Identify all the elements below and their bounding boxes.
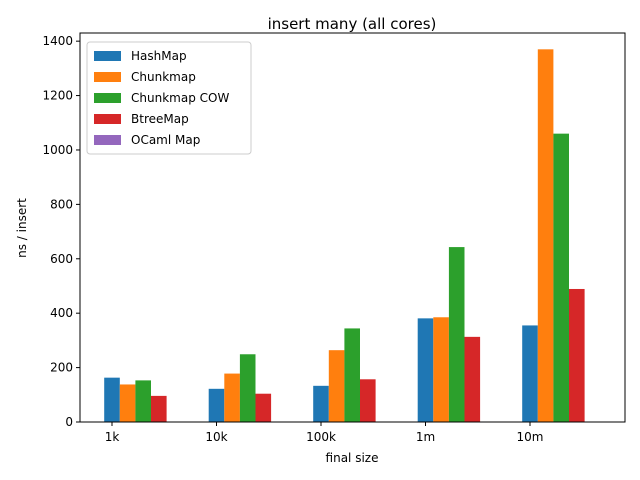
bar xyxy=(344,328,360,422)
legend-swatch xyxy=(94,114,121,124)
legend-label: BtreeMap xyxy=(131,112,189,126)
bars-group xyxy=(104,49,585,423)
legend-frame xyxy=(86,41,252,155)
bar xyxy=(537,49,554,422)
y-tick-label: 1000 xyxy=(42,143,73,157)
bar xyxy=(464,336,481,422)
x-tick-label: 10m xyxy=(517,430,544,444)
y-axis: 0 200 400 600 800 1000 1200 1400 xyxy=(42,34,80,429)
y-tick-label: 600 xyxy=(50,252,73,266)
legend-label: Chunkmap xyxy=(131,70,196,84)
bar xyxy=(119,384,136,422)
legend-label: OCaml Map xyxy=(131,133,200,147)
legend-swatch xyxy=(94,72,121,82)
bar xyxy=(433,317,449,422)
bar xyxy=(448,247,465,422)
y-axis-label: ns / insert xyxy=(15,198,29,258)
bar xyxy=(239,354,256,422)
bar xyxy=(255,393,272,422)
legend-swatch xyxy=(94,135,121,145)
y-tick-label: 1400 xyxy=(42,34,73,48)
x-tick-label: 1k xyxy=(105,430,120,444)
chart-title: insert many (all cores) xyxy=(268,15,437,33)
bar xyxy=(208,388,225,422)
bar xyxy=(313,385,329,422)
y-tick-label: 400 xyxy=(50,306,73,320)
bar xyxy=(522,325,538,422)
plot-frame xyxy=(79,32,626,423)
bar xyxy=(360,379,376,422)
y-tick-label: 200 xyxy=(50,361,73,375)
bar xyxy=(569,288,585,422)
legend-label: HashMap xyxy=(131,49,187,63)
x-tick-label: 10k xyxy=(205,430,227,444)
x-axis-label: final size xyxy=(326,451,379,465)
bar xyxy=(417,318,434,422)
legend-label: Chunkmap COW xyxy=(131,91,229,105)
legend-swatch xyxy=(94,51,121,61)
y-tick-label: 800 xyxy=(50,197,73,211)
bar xyxy=(224,373,240,422)
bar xyxy=(135,380,151,422)
bar xyxy=(151,395,167,422)
x-tick-label: 100k xyxy=(306,430,336,444)
legend-swatch xyxy=(94,93,121,103)
bar xyxy=(328,350,345,422)
y-tick-label: 0 xyxy=(65,415,73,429)
y-tick-label: 1200 xyxy=(42,89,73,103)
legend: HashMap Chunkmap Chunkmap COW BtreeMap OCaml… xyxy=(86,41,252,155)
bar xyxy=(553,133,569,423)
x-axis: 1k 10k 100k 1m 10m xyxy=(105,422,544,444)
bar xyxy=(104,377,120,422)
x-tick-label: 1m xyxy=(416,430,435,444)
